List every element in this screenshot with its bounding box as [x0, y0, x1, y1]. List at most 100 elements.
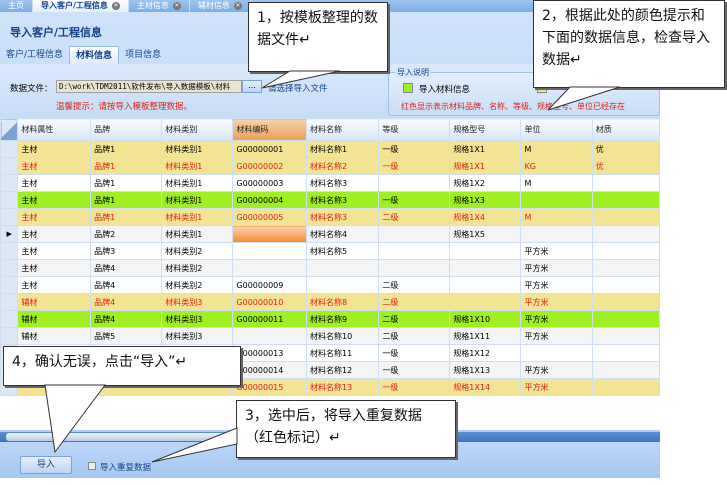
table-row[interactable]: 主材 品牌1 材料类别1 G00000004 材料名称3 一级 规格1X3	[0, 191, 660, 209]
table-cell[interactable]	[449, 293, 522, 311]
table-cell[interactable]: KG	[520, 157, 593, 175]
table-cell[interactable]: G00000013	[232, 344, 308, 362]
table-cell[interactable]: 平方米	[520, 242, 593, 260]
table-cell[interactable]: 材料名称8	[306, 293, 380, 311]
table-cell[interactable]: 一级	[378, 140, 451, 158]
table-cell[interactable]: 规格1X10	[449, 310, 522, 328]
column-header[interactable]: 材料类别	[161, 118, 234, 141]
table-cell[interactable]: 材料名称9	[306, 310, 380, 328]
column-header[interactable]: 材料名称	[306, 118, 380, 141]
table-cell[interactable]: 主材	[17, 157, 92, 175]
table-cell[interactable]	[232, 225, 308, 243]
import-button[interactable]: 导入	[20, 456, 72, 474]
table-cell[interactable]: 材料名称3	[306, 174, 380, 192]
table-cell[interactable]: 品牌1	[90, 140, 163, 158]
table-cell[interactable]: G00000001	[232, 140, 308, 158]
column-header[interactable]: 品牌	[90, 118, 163, 141]
table-cell[interactable]	[378, 174, 451, 192]
row-header[interactable]	[0, 191, 19, 209]
table-cell[interactable]: 材料名称3	[306, 208, 380, 226]
table-cell[interactable]: 主材	[17, 276, 92, 294]
table-cell[interactable]: M	[520, 174, 593, 192]
table-cell[interactable]: 优	[591, 157, 660, 175]
table-cell[interactable]: 主材	[17, 174, 92, 192]
table-cell[interactable]: 主材	[17, 140, 92, 158]
table-cell[interactable]	[520, 191, 593, 209]
close-icon[interactable]: ✕	[111, 2, 120, 10]
column-header[interactable]: 材质	[591, 118, 660, 141]
table-cell[interactable]	[591, 225, 660, 243]
table-cell[interactable]: 主材	[17, 208, 92, 226]
table-cell[interactable]: 材料类别3	[161, 310, 234, 328]
table-cell[interactable]: G00000010	[232, 293, 308, 311]
table-cell[interactable]	[591, 259, 660, 277]
table-cell[interactable]	[591, 293, 660, 311]
table-cell[interactable]: 品牌4	[90, 293, 163, 311]
table-cell[interactable]: 材料类别3	[161, 327, 234, 345]
table-cell[interactable]	[520, 344, 593, 362]
table-cell[interactable]: 二级	[378, 310, 451, 328]
table-cell[interactable]: 一级	[378, 191, 451, 209]
tab-home[interactable]: 主页	[0, 0, 33, 12]
table-cell[interactable]: 规格1X5	[449, 225, 522, 243]
table-cell[interactable]	[591, 276, 660, 294]
column-header[interactable]: 材料属性	[17, 118, 92, 141]
table-cell[interactable]: 平方米	[520, 378, 593, 396]
row-header[interactable]	[0, 259, 19, 277]
table-cell[interactable]: 一级	[378, 378, 451, 396]
table-cell[interactable]	[591, 378, 660, 396]
table-cell[interactable]	[520, 225, 593, 243]
scrollbar-thumb[interactable]	[6, 433, 226, 441]
table-cell[interactable]: 品牌5	[90, 327, 163, 345]
table-row[interactable]: 主材 品牌4 材料类别2 平方米	[0, 259, 660, 277]
table-cell[interactable]: 平方米	[520, 293, 593, 311]
table-cell[interactable]: G00000014	[232, 361, 308, 379]
table-cell[interactable]: 品牌3	[90, 242, 163, 260]
table-cell[interactable]: 材料名称4	[306, 225, 380, 243]
table-cell[interactable]: 规格1X1	[449, 157, 522, 175]
table-cell[interactable]	[449, 242, 522, 260]
table-cell[interactable]	[591, 327, 660, 345]
table-cell[interactable]: 材料名称13	[306, 378, 380, 396]
close-icon[interactable]: ✕	[233, 2, 242, 10]
table-cell[interactable]: 一级	[378, 361, 451, 379]
import-duplicates-checkbox[interactable]	[88, 462, 96, 470]
table-cell[interactable]: G00000005	[232, 208, 308, 226]
table-row[interactable]: 主材 品牌3 材料类别2 材料名称5 平方米	[0, 242, 660, 260]
table-cell[interactable]: 品牌4	[90, 310, 163, 328]
table-cell[interactable]: 二级	[378, 293, 451, 311]
table-cell[interactable]: G00000011	[232, 310, 308, 328]
row-header[interactable]: ▶	[0, 225, 19, 243]
table-cell[interactable]: 品牌2	[90, 225, 163, 243]
subtab-customer[interactable]: 客户/工程信息	[6, 50, 64, 60]
subtab-project[interactable]: 项目信息	[125, 50, 162, 60]
table-cell[interactable]: 材料名称3	[306, 191, 380, 209]
table-cell[interactable]: 材料类别1	[161, 140, 234, 158]
table-cell[interactable]: 材料名称5	[306, 242, 380, 260]
table-cell[interactable]: 规格1X14	[449, 378, 522, 396]
table-cell[interactable]: 材料类别1	[161, 174, 234, 192]
column-header[interactable]: 单位	[520, 118, 593, 141]
table-cell[interactable]	[232, 242, 308, 260]
table-cell[interactable]: 平方米	[520, 276, 593, 294]
table-cell[interactable]: 一级	[378, 157, 451, 175]
select-all-corner[interactable]	[0, 118, 19, 141]
table-cell[interactable]	[306, 276, 380, 294]
table-cell[interactable]: 二级	[378, 208, 451, 226]
table-cell[interactable]: M	[520, 140, 593, 158]
table-cell[interactable]: 品牌1	[90, 191, 163, 209]
table-cell[interactable]: 平方米	[520, 361, 593, 379]
row-header[interactable]	[0, 310, 19, 328]
table-cell[interactable]: 规格1X1	[449, 140, 522, 158]
table-row[interactable]: ▶ 主材 品牌2 材料类别1 材料名称4 规格1X5	[0, 225, 660, 243]
table-cell[interactable]: 材料类别2	[161, 242, 234, 260]
table-cell[interactable]: 品牌1	[90, 157, 163, 175]
file-path-input[interactable]: D:\work\TDM2011\软件发布\导入数据模板\材料	[56, 80, 242, 93]
table-cell[interactable]: 材料类别2	[161, 276, 234, 294]
table-cell[interactable]: 规格1X11	[449, 327, 522, 345]
subtab-material[interactable]: 材料信息	[69, 46, 120, 64]
browse-button[interactable]: ...	[242, 80, 262, 93]
table-cell[interactable]: 材料名称11	[306, 344, 380, 362]
table-cell[interactable]: 优	[591, 140, 660, 158]
table-cell[interactable]: 材料类别1	[161, 191, 234, 209]
